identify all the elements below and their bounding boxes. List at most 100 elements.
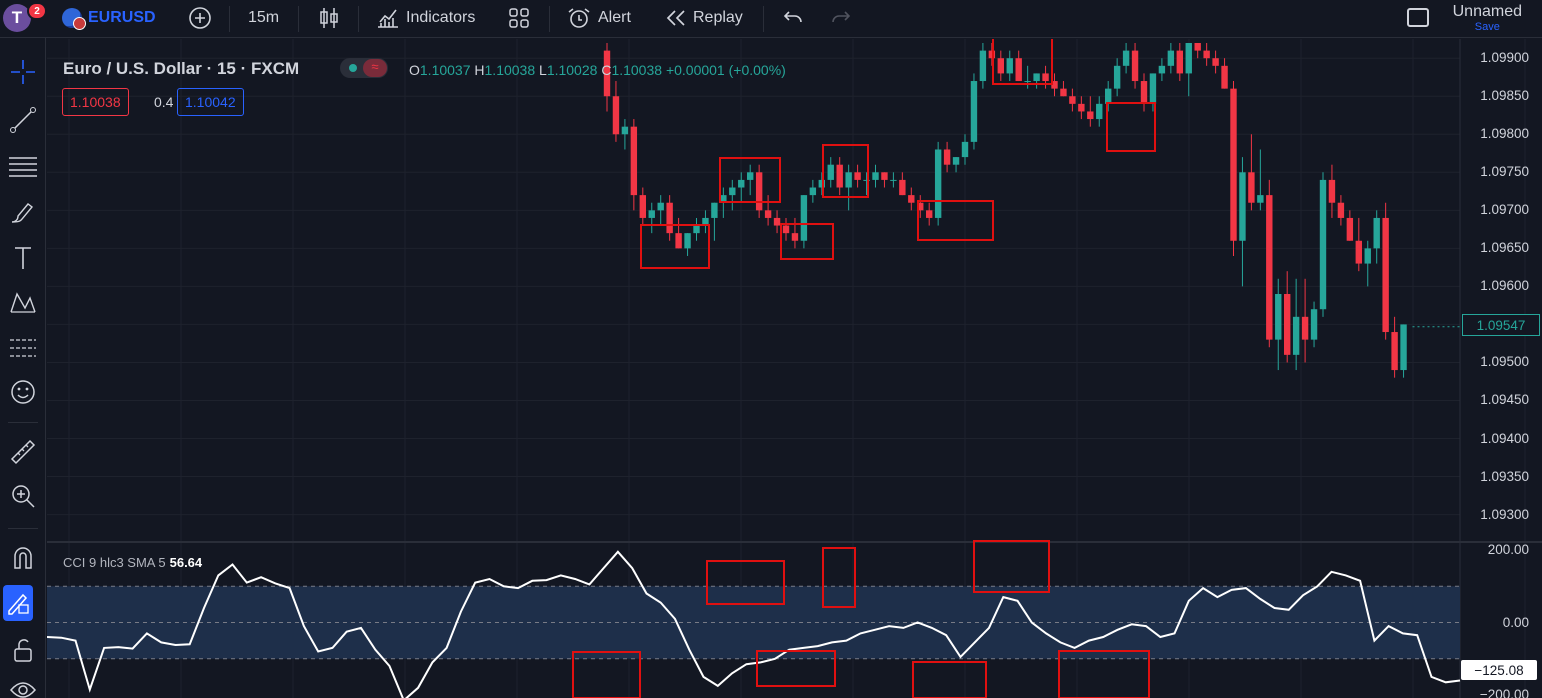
candle-body [603,50,611,97]
candle-body [1149,73,1157,104]
candle-body [1248,172,1255,203]
symbol-search-button[interactable]: EURUSD [62,0,156,36]
candle-body [899,179,906,196]
magnet-tool[interactable] [0,540,46,576]
symbol-title: Euro / U.S. Dollar · 15 · FXCM [63,59,300,78]
buy-button[interactable]: 1.10042 [177,88,244,116]
fib-tool[interactable] [0,148,46,184]
candle-body [1275,294,1282,340]
candle-body [1113,65,1121,89]
cci-legend[interactable]: CCI 9 hlc3 SMA 5 56.64 [63,555,202,570]
candle-body [1042,73,1049,82]
price-scale-label: 1.09400 [1480,430,1529,446]
candle-body [1087,111,1094,120]
candle-body [926,210,933,218]
price-scale-label: 1.09900 [1480,50,1529,66]
candle-body [684,233,691,249]
candle-body [657,202,664,211]
toolbar-divider [549,6,550,32]
pattern-tool[interactable] [0,284,46,320]
save-layout-button[interactable]: Unnamed Save [1453,3,1522,33]
chart-pane[interactable]: Euro / U.S. Dollar · 15 · FXCM ≈ O1.1003… [47,39,1542,698]
eye-icon [10,682,36,698]
trend-line-tool[interactable] [0,102,46,138]
last-price-label: 1.09547 [1462,314,1540,336]
plus-circle-icon [189,7,211,29]
undo-icon [783,11,802,23]
candle-body [1060,88,1067,97]
candle-body [1006,58,1013,74]
low-label: L [539,62,547,78]
text-tool[interactable] [0,240,46,276]
templates-button[interactable] [508,0,530,36]
candle-body [1167,50,1175,66]
lock-pencil-icon [8,593,29,615]
open-value: 1.10037 [419,62,471,78]
stay-in-drawing-mode-tool[interactable] [3,585,33,621]
fib-retracement-icon [9,157,37,177]
ruler-tool[interactable] [0,434,46,470]
prediction-tool[interactable] [0,330,46,366]
toolbar-divider [229,6,230,32]
compare-symbol-button[interactable] [188,0,212,36]
candle-body [917,202,924,211]
candle-body [711,202,718,218]
notification-badge: 2 [27,2,47,20]
candle-body [881,172,888,180]
market-status-toggle[interactable]: ≈ [340,58,388,78]
candle-body [639,195,646,218]
candle-body [729,187,736,196]
redo-icon [832,11,851,23]
candle-body [720,195,727,203]
chart-type-button[interactable] [318,0,340,36]
candle-body [854,172,861,180]
price-scale-label: 1.09450 [1480,392,1529,408]
projection-icon [10,339,36,357]
toolbar-divider [298,6,299,32]
highlight-rectangle [973,540,1050,593]
candle-body [747,172,754,180]
pattern-icon [10,292,36,313]
candle-body [1292,316,1300,355]
brush-tool[interactable] [0,194,46,230]
candlestick-icon [320,8,338,28]
icon-tool[interactable] [0,374,46,410]
cci-title: CCI 9 hlc3 SMA 5 [63,555,166,570]
undo-button[interactable] [782,0,804,36]
sell-button[interactable]: 1.10038 [62,88,129,116]
price-scale-label: 1.09850 [1480,88,1529,104]
layout-select-icon[interactable] [1407,8,1429,27]
candle-body [693,225,700,234]
candle-body [764,210,772,218]
price-scale-label: 1.09500 [1480,354,1529,370]
candle-body [997,58,1004,74]
replay-button[interactable]: Replay [665,0,743,36]
close-value: 1.10038 [611,62,663,78]
lock-drawings-tool[interactable] [0,632,46,668]
highlight-rectangle [719,157,781,203]
candle-body [818,179,825,188]
candle-body [1284,294,1291,355]
zoom-tool[interactable] [0,478,46,514]
indicators-button[interactable]: Indicators [376,0,475,36]
crosshair-icon [11,60,35,84]
candle-body [1319,179,1327,310]
price-scale-label: 1.09650 [1480,240,1529,256]
highlight-rectangle [822,547,856,608]
chart-canvas[interactable] [47,39,1542,698]
hide-drawings-tool[interactable] [0,672,46,698]
alert-button[interactable]: Alert [566,0,631,36]
candle-body [1203,50,1210,59]
spread-value: 0.4 [154,94,174,110]
high-value: 1.10038 [484,62,536,78]
crosshair-tool[interactable] [0,54,46,90]
candle-body [755,172,763,211]
interval-label: 15m [248,9,280,26]
indicators-label: Indicators [406,9,476,26]
redo-button[interactable] [830,0,852,36]
text-icon [15,247,31,269]
top-toolbar: T 2 EURUSD 15m Indicators Alert Replay U… [0,0,1542,38]
interval-button[interactable]: 15m [248,0,279,36]
user-avatar[interactable]: T 2 [3,2,47,32]
alarm-clock-icon [568,8,590,28]
